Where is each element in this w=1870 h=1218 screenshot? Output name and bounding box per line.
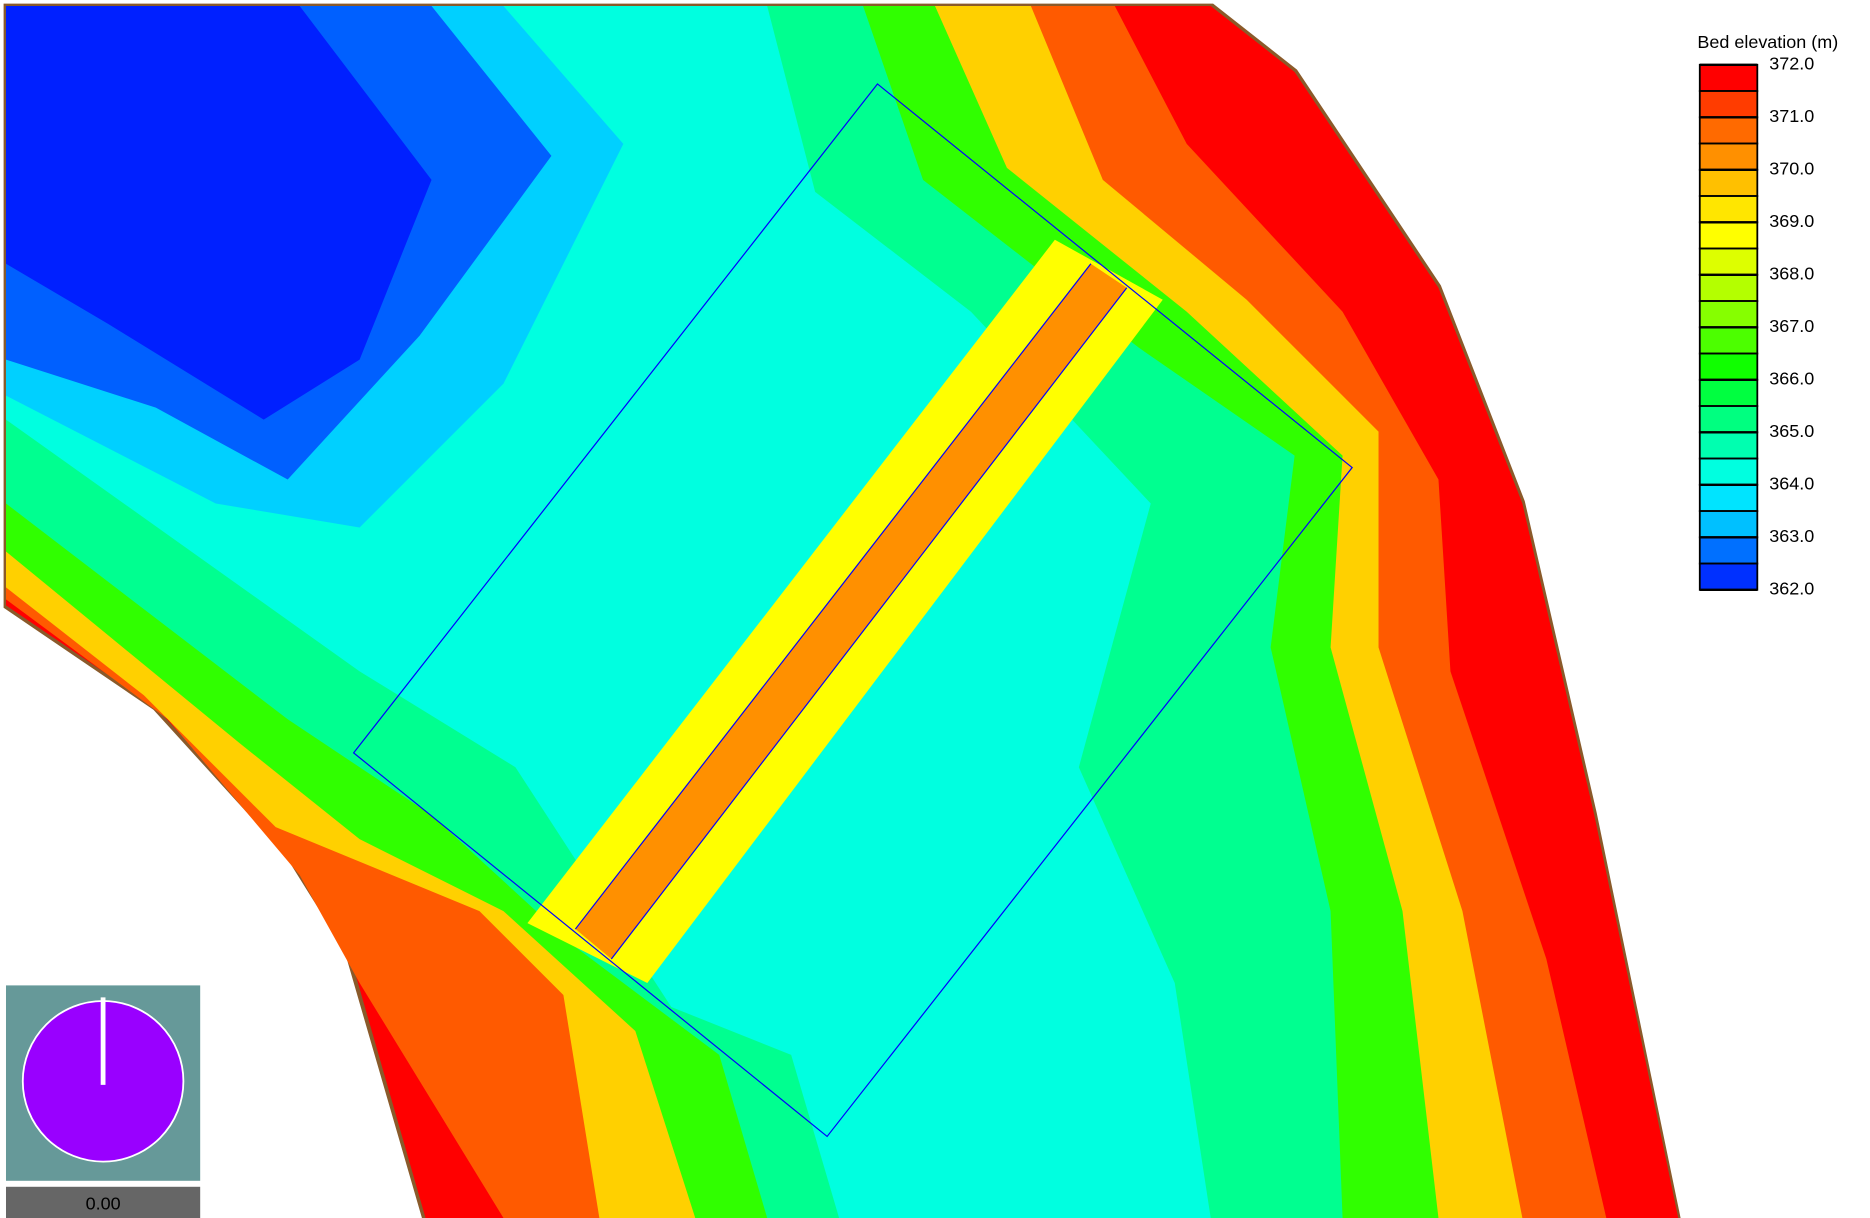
legend: Bed elevation (m) 372.0 371.0 370.0 369.0 36…: [1697, 32, 1838, 599]
legend-band: [1700, 327, 1758, 353]
legend-tick-label: 364.0: [1769, 474, 1814, 494]
legend-tick-label: 366.0: [1769, 369, 1814, 389]
legend-tick-label: 372.0: [1769, 54, 1814, 74]
legend-band: [1700, 380, 1758, 406]
legend-band: [1700, 406, 1758, 432]
legend-band: [1700, 91, 1758, 117]
legend-tick-label: 362.0: [1769, 579, 1814, 599]
direction-dial: 0.00: [6, 985, 200, 1218]
legend-tick-label: 363.0: [1769, 526, 1814, 546]
map-view: Bed elevation (m) 372.0 371.0 370.0 369.0 36…: [0, 0, 1870, 1218]
legend-band: [1700, 564, 1758, 590]
legend-band: [1700, 275, 1758, 301]
legend-band: [1700, 117, 1758, 143]
legend-band: [1700, 354, 1758, 380]
legend-band: [1700, 485, 1758, 511]
legend-tick-label: 369.0: [1769, 211, 1814, 231]
legend-band: [1700, 432, 1758, 458]
legend-band: [1700, 222, 1758, 248]
legend-tick-label: 368.0: [1769, 264, 1814, 284]
contour-map: [4, 4, 1681, 1218]
legend-band: [1700, 144, 1758, 170]
legend-tick-label: 365.0: [1769, 421, 1814, 441]
page: {"legend": {"title": "Bed elevation (m)"…: [0, 0, 1870, 1218]
legend-tick-label: 371.0: [1769, 106, 1814, 126]
legend-tick-label: 367.0: [1769, 316, 1814, 336]
legend-band: [1700, 196, 1758, 222]
legend-tick-label: 370.0: [1769, 159, 1814, 179]
legend-band: [1700, 249, 1758, 275]
legend-title: Bed elevation (m): [1697, 32, 1838, 52]
legend-band: [1700, 537, 1758, 563]
legend-band: [1700, 459, 1758, 485]
time-label: 0.00: [86, 1194, 121, 1214]
legend-band: [1700, 511, 1758, 537]
legend-band: [1700, 65, 1758, 91]
legend-band: [1700, 170, 1758, 196]
legend-band: [1700, 301, 1758, 327]
